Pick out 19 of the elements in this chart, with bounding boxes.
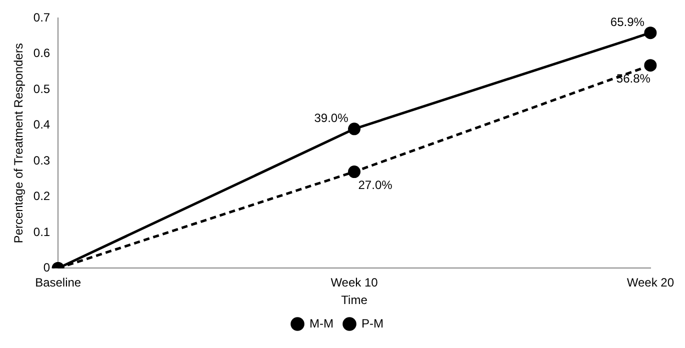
y-axis-title: Percentage of Treatment Responders xyxy=(12,43,26,244)
x-tick-label: Week 10 xyxy=(330,276,378,290)
data-label: 39.0% xyxy=(314,111,349,126)
x-tick-label: Week 20 xyxy=(626,276,674,290)
y-tick-label: 0.3 xyxy=(33,153,50,168)
data-label: 56.8% xyxy=(616,72,651,86)
y-tick-label: 0.7 xyxy=(33,10,50,25)
y-tick-label: 0 xyxy=(43,260,50,275)
y-tick-label: 0.6 xyxy=(33,46,50,60)
y-tick-label: 0.2 xyxy=(33,189,50,204)
x-axis-title: Time xyxy=(341,293,368,308)
y-tick-label: 0.1 xyxy=(33,224,50,239)
y-tick-label: 0.4 xyxy=(33,118,50,132)
x-tick-label: Baseline xyxy=(35,276,82,290)
legend-label: P-M xyxy=(361,316,384,330)
legend-label: M-M xyxy=(310,316,334,330)
y-tick-label: 0.5 xyxy=(33,82,50,96)
data-label: 65.9% xyxy=(610,15,645,30)
data-label: 27.0% xyxy=(358,178,393,192)
